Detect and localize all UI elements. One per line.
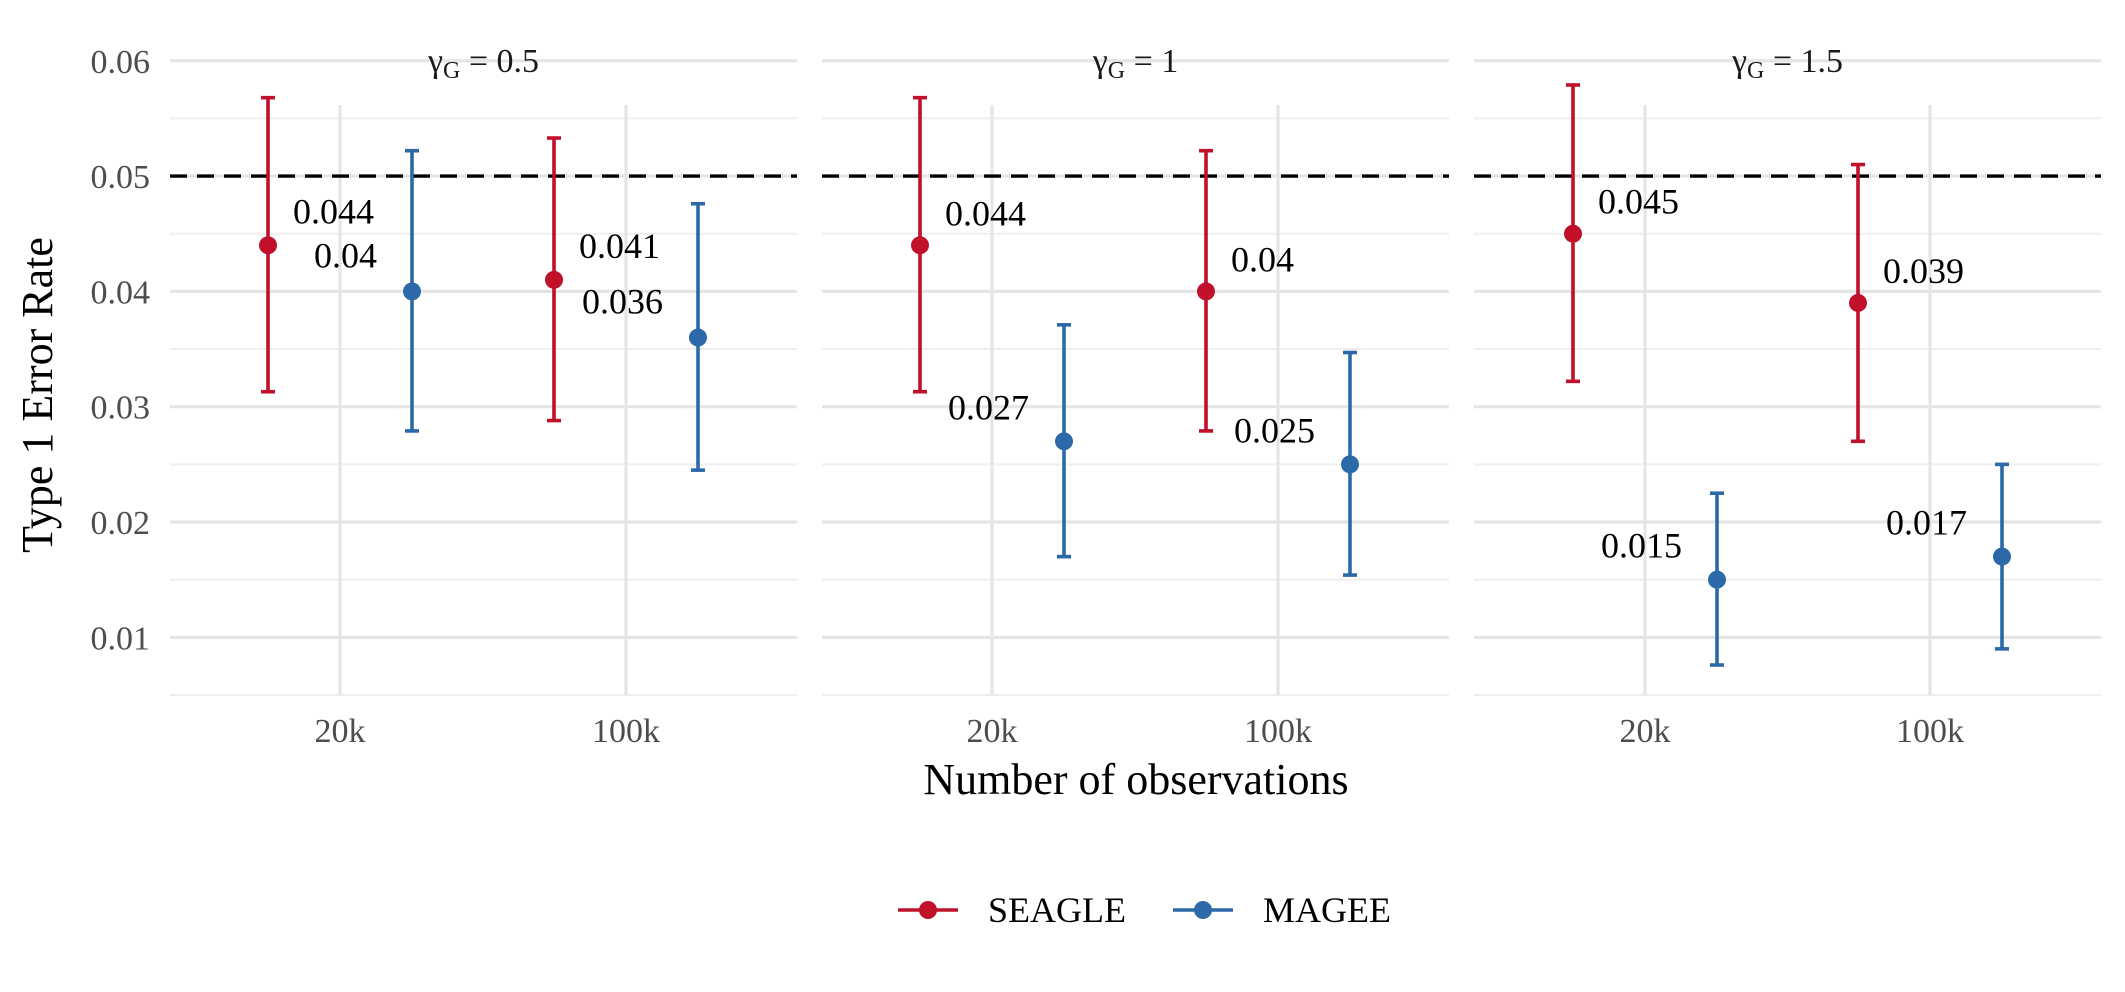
x-tick-label: 20k <box>967 713 1018 750</box>
legend-item-seagle: SEAGLE <box>898 890 1126 930</box>
data-label: 0.04 <box>314 235 377 275</box>
data-point <box>911 236 929 255</box>
y-tick-label: 0.02 <box>91 505 151 542</box>
data-label: 0.041 <box>579 226 660 266</box>
data-label: 0.015 <box>1601 526 1682 566</box>
errorbar-seagle-20k <box>911 95 929 394</box>
data-point <box>1993 547 2011 566</box>
legend-key-point <box>919 901 937 919</box>
x-tick-label: 100k <box>1896 713 1964 750</box>
data-point <box>1849 293 1867 312</box>
errorbar-seagle-100k <box>1197 148 1215 433</box>
y-tick-label: 0.06 <box>91 44 151 81</box>
data-point <box>1564 224 1582 243</box>
legend-item-magee: MAGEE <box>1173 890 1391 930</box>
data-label: 0.027 <box>948 387 1029 427</box>
facet-panel-3: γG = 1.5 20k 100k 0.045 0.039 0.015 0.017 <box>1474 43 2101 750</box>
errorbar-magee-20k <box>1708 491 1726 667</box>
data-point <box>689 328 707 347</box>
data-point <box>259 236 277 255</box>
legend-label: SEAGLE <box>988 890 1126 930</box>
data-point <box>1341 455 1359 474</box>
data-label: 0.045 <box>1598 182 1679 222</box>
data-point <box>1708 570 1726 589</box>
y-tick-label: 0.03 <box>91 390 151 427</box>
x-tick-label: 20k <box>1620 713 1671 750</box>
x-tick-label: 100k <box>1244 713 1312 750</box>
errorbar-seagle-100k <box>1849 162 1867 444</box>
x-tick-label: 100k <box>592 713 660 750</box>
data-point <box>545 270 563 289</box>
y-axis: 0.01 0.02 0.03 0.04 0.05 0.06 <box>91 44 151 658</box>
errorbar-magee-100k <box>689 201 707 472</box>
errorbar-magee-20k <box>403 148 421 433</box>
data-point <box>403 282 421 301</box>
facet-panel-1: γG = 0.5 20k 100k 0.044 0.041 0.04 0.036 <box>170 43 797 750</box>
errorbar-magee-100k <box>1341 350 1359 577</box>
errorbar-seagle-20k <box>1564 83 1582 384</box>
facet-panel-2: γG = 1 20k 100k 0.044 0.04 0.027 0.025 <box>822 43 1449 750</box>
data-point <box>1197 282 1215 301</box>
x-tick-label: 20k <box>315 713 366 750</box>
data-label: 0.039 <box>1883 251 1964 291</box>
facet-strip-label: γG = 1 <box>1092 43 1179 84</box>
data-label: 0.044 <box>945 193 1026 233</box>
data-label: 0.04 <box>1231 239 1294 279</box>
y-axis-title: Type 1 Error Rate <box>13 237 62 553</box>
errorbar-seagle-20k <box>259 95 277 394</box>
legend: SEAGLE MAGEE <box>898 890 1391 930</box>
data-point <box>1055 432 1073 451</box>
y-tick-label: 0.04 <box>91 274 151 311</box>
facets-layer: γG = 0.5 20k 100k 0.044 0.041 0.04 0.036 γG = 1… <box>170 43 2101 750</box>
y-tick-label: 0.01 <box>91 620 151 657</box>
facet-strip-label: γG = 0.5 <box>427 43 539 84</box>
y-tick-label: 0.05 <box>91 159 151 196</box>
facet-strip-label: γG = 1.5 <box>1731 43 1843 84</box>
errorbar-magee-20k <box>1055 323 1073 559</box>
errorbar-magee-100k <box>1993 462 2011 651</box>
data-label: 0.025 <box>1234 410 1315 450</box>
x-axis-title: Number of observations <box>923 755 1348 804</box>
data-label: 0.017 <box>1886 503 1967 543</box>
legend-key-point <box>1194 901 1212 919</box>
data-label: 0.044 <box>293 191 374 231</box>
legend-label: MAGEE <box>1263 890 1391 930</box>
errorbar-seagle-100k <box>545 136 563 423</box>
data-label: 0.036 <box>582 282 663 322</box>
